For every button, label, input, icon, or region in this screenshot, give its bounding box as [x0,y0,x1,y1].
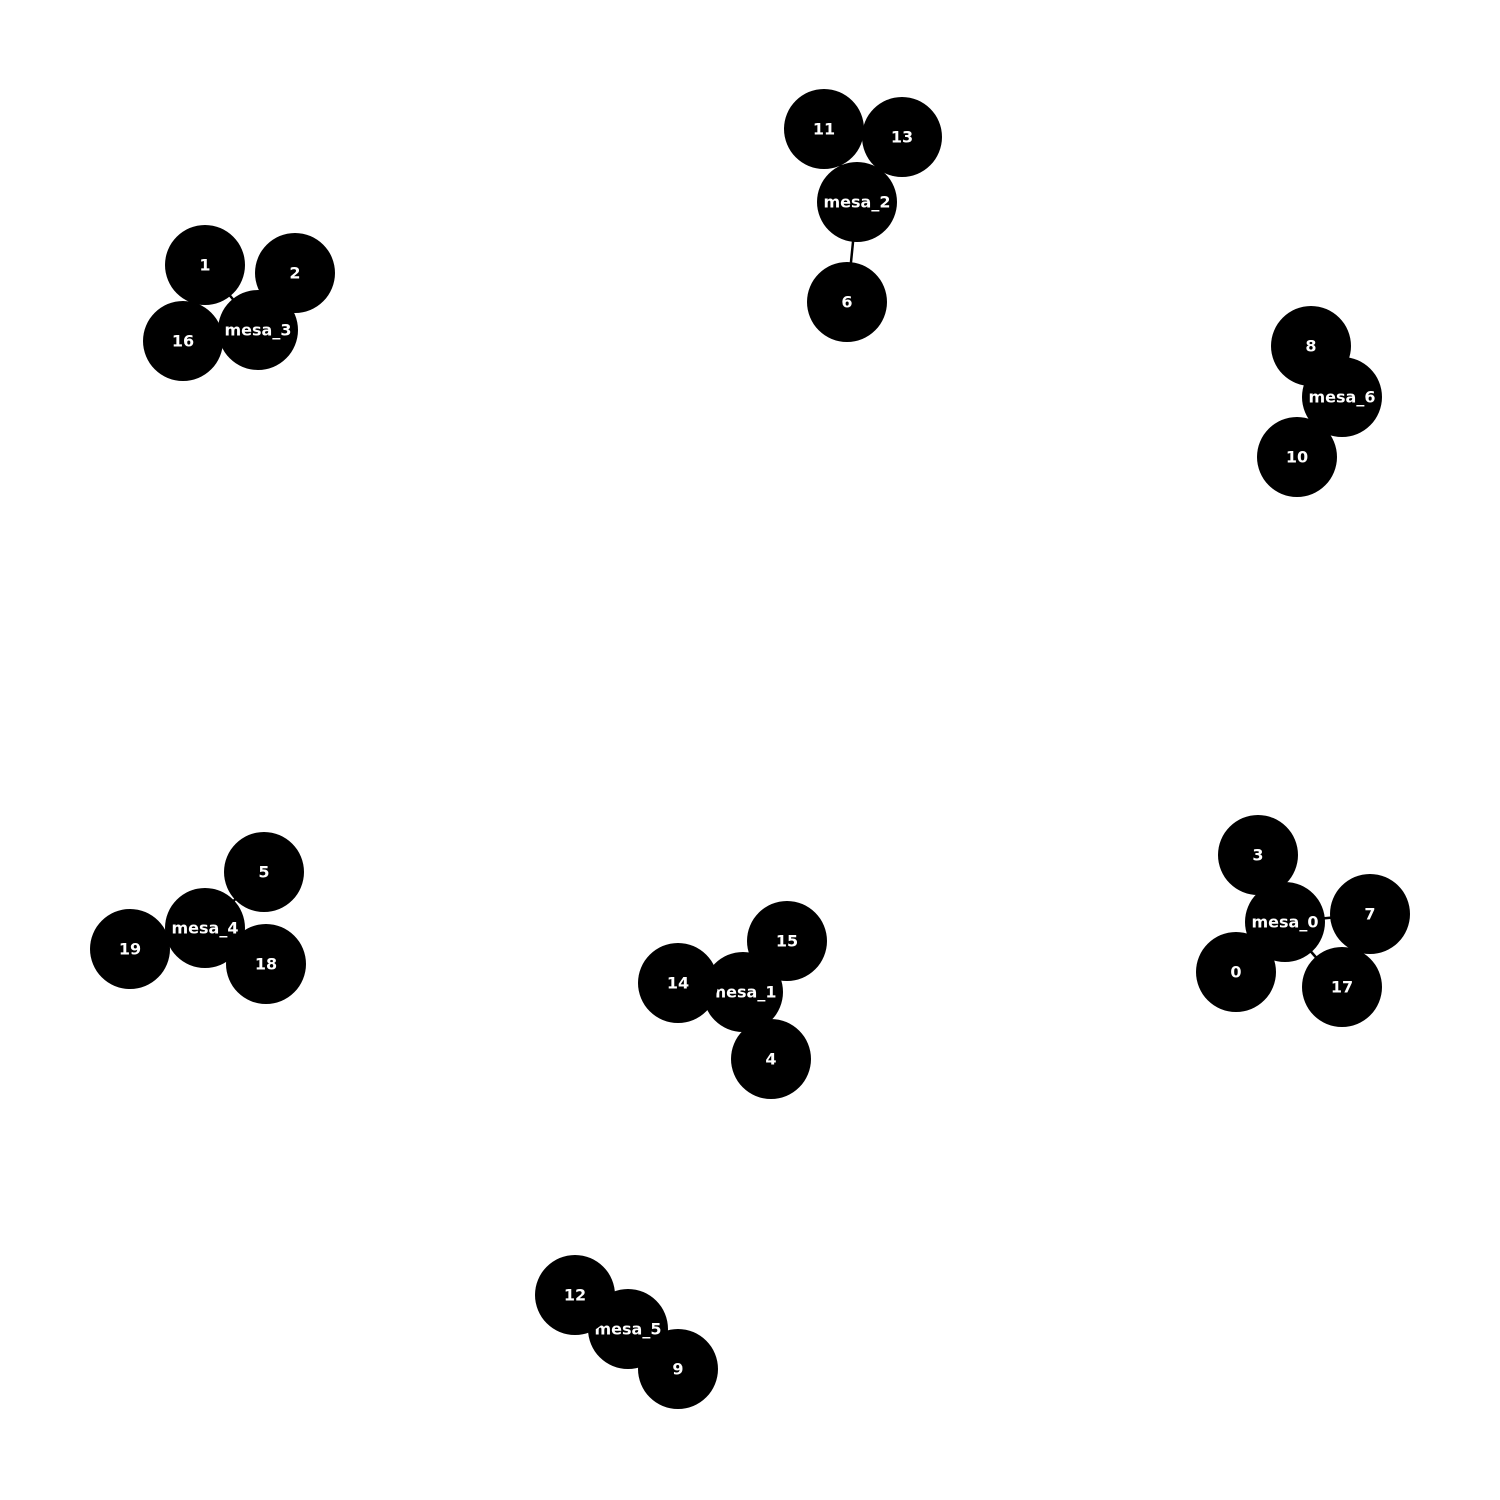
node-label: 3 [1252,846,1263,865]
node-circle [817,162,897,242]
node-label: 15 [776,932,798,951]
node-label: 0 [1230,963,1241,982]
node-circle [218,290,298,370]
node-label: 4 [765,1050,776,1069]
node-circle [165,888,245,968]
node-4: 4 [731,1019,811,1099]
node-mesa_2: mesa_2 [817,162,897,242]
node-18: 18 [226,924,306,1004]
node-circle [1257,417,1337,497]
node-19: 19 [90,909,170,989]
node-14: 14 [638,943,718,1023]
node-label: 8 [1305,337,1316,356]
node-label: 7 [1364,905,1375,924]
node-circle [784,89,864,169]
node-circle [1245,882,1325,962]
node-label: 14 [667,974,689,993]
node-label: mesa_1 [710,983,777,1002]
node-13: 13 [862,97,942,177]
node-circle [1330,874,1410,954]
node-circle [1302,947,1382,1027]
node-circle [1196,932,1276,1012]
node-label: 9 [672,1360,683,1379]
node-8: 8 [1271,306,1351,386]
node-circle [807,262,887,342]
node-circle [255,233,335,313]
node-circle [143,301,223,381]
node-label: 10 [1286,448,1308,467]
node-9: 9 [638,1329,718,1409]
node-16: 16 [143,301,223,381]
node-label: mesa_3 [225,321,292,340]
node-circle [535,1255,615,1335]
node-0: 0 [1196,932,1276,1012]
node-label: 12 [564,1286,586,1305]
node-label: 13 [891,128,913,147]
node-label: mesa_6 [1309,388,1376,407]
node-15: 15 [747,901,827,981]
node-circle [747,901,827,981]
node-circle [1271,306,1351,386]
node-circle [862,97,942,177]
node-label: 1 [199,256,210,275]
node-label: 19 [119,940,141,959]
node-label: 17 [1331,978,1353,997]
node-12: 12 [535,1255,615,1335]
edges-layer [129,128,1371,1370]
node-label: 6 [841,293,852,312]
node-label: 5 [258,863,269,882]
node-label: mesa_5 [595,1320,662,1339]
node-circle [731,1019,811,1099]
node-label: 18 [255,955,277,974]
node-5: 5 [224,832,304,912]
node-label: mesa_2 [824,193,891,212]
node-3: 3 [1218,815,1298,895]
node-7: 7 [1330,874,1410,954]
node-label: mesa_4 [172,919,239,938]
node-circle [90,909,170,989]
node-circle [638,943,718,1023]
node-mesa_3: mesa_3 [218,290,298,370]
node-mesa_0: mesa_0 [1245,882,1325,962]
node-circle [638,1329,718,1409]
node-1: 1 [165,225,245,305]
node-circle [224,832,304,912]
node-label: 11 [813,120,835,139]
node-label: 2 [289,264,300,283]
node-2: 2 [255,233,335,313]
node-11: 11 [784,89,864,169]
node-circle [165,225,245,305]
node-6: 6 [807,262,887,342]
node-label: 16 [172,332,194,351]
node-label: mesa_0 [1252,913,1319,932]
node-circle [226,924,306,1004]
node-17: 17 [1302,947,1382,1027]
nodes-layer: mesa_0 mesa_1 mesa_2 mesa_3 mesa_4 mesa_5 mesa… [90,89,1410,1409]
node-10: 10 [1257,417,1337,497]
node-circle [1218,815,1298,895]
node-mesa_4: mesa_4 [165,888,245,968]
